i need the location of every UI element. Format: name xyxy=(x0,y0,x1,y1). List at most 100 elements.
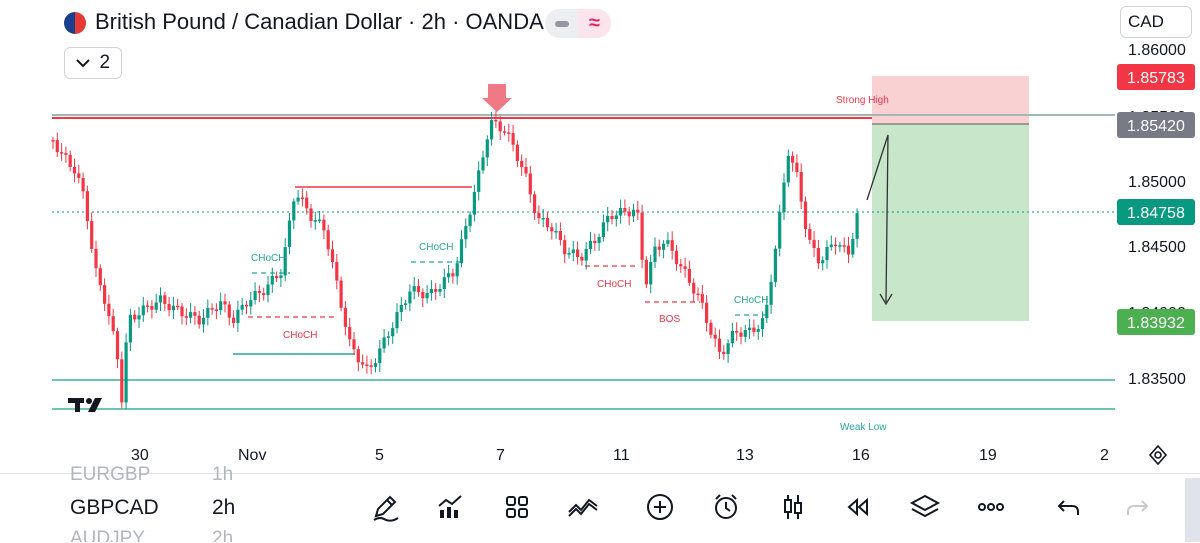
candle-body xyxy=(115,331,120,360)
market-status-pill[interactable]: ≈ xyxy=(545,9,611,38)
candle-body xyxy=(240,304,244,310)
pencil-icon[interactable] xyxy=(369,491,401,523)
candle-body xyxy=(812,239,816,248)
take-profit-zone[interactable] xyxy=(872,124,1029,321)
watchlist-timeframe: 2h xyxy=(212,528,234,542)
candle-body xyxy=(219,301,223,311)
candles-icon[interactable] xyxy=(777,491,809,523)
candle-body xyxy=(124,342,128,403)
watchlist-symbol-active[interactable]: GBPCAD xyxy=(70,496,159,519)
candle-body xyxy=(498,121,502,132)
watchlist-symbol[interactable]: EURGBP xyxy=(70,464,151,484)
candle-body xyxy=(447,273,451,278)
choch-label: CHoCH xyxy=(251,253,285,264)
candle-body xyxy=(378,348,382,364)
candle-body xyxy=(90,221,94,249)
candle-body xyxy=(451,273,455,277)
replay-icon[interactable] xyxy=(842,491,874,523)
redo-icon[interactable] xyxy=(1121,491,1153,523)
candle-body xyxy=(756,329,760,332)
candle-body xyxy=(670,240,674,251)
candle-body xyxy=(649,261,653,285)
candle-body xyxy=(631,209,636,217)
candle-body xyxy=(541,218,545,220)
candle-body xyxy=(627,211,631,217)
candle-body xyxy=(64,153,68,155)
candle-body xyxy=(94,248,98,269)
price-tick: 1.86000 xyxy=(1128,42,1186,59)
candle-body xyxy=(644,259,648,285)
candle-body xyxy=(300,197,304,200)
candle-body xyxy=(743,330,747,337)
price-tick: 1.85000 xyxy=(1128,174,1186,191)
time-tick: 11 xyxy=(613,447,630,464)
candle-body xyxy=(502,131,507,133)
candle-body xyxy=(662,243,666,250)
candle-body xyxy=(236,309,240,323)
candle-body xyxy=(322,219,326,231)
tradingview-logo-icon xyxy=(68,398,102,412)
candle-body xyxy=(846,245,851,255)
time-tick: 7 xyxy=(496,447,505,464)
candle-body xyxy=(799,172,803,202)
projection-path xyxy=(866,134,889,303)
candle-body xyxy=(490,119,494,140)
layers-icon[interactable] xyxy=(909,491,941,523)
candle-body xyxy=(838,245,842,247)
stop-loss-zone[interactable] xyxy=(872,76,1029,124)
watchlist-symbol[interactable]: AUDJPY xyxy=(70,528,145,542)
candle-body xyxy=(550,227,554,232)
candle-body xyxy=(210,307,214,310)
candle-body xyxy=(614,215,618,220)
candle-body xyxy=(765,304,769,319)
watchlist-timeframe: 1h xyxy=(212,464,234,484)
last-price-label: 1.84758 xyxy=(1127,205,1185,222)
candle-body xyxy=(369,365,373,367)
strong-high-label: Strong High xyxy=(836,95,889,106)
candle-body xyxy=(558,231,562,241)
candle-body xyxy=(408,291,412,304)
candle-body xyxy=(834,244,838,247)
candle-body xyxy=(640,212,644,260)
candle-body xyxy=(657,246,661,250)
templates-icon[interactable] xyxy=(501,491,533,523)
candle-body xyxy=(855,213,859,239)
candle-body xyxy=(571,249,575,254)
scrollbar[interactable] xyxy=(1185,478,1200,542)
candle-body xyxy=(455,263,459,277)
candle-body xyxy=(679,264,683,267)
chart-settings-icon[interactable] xyxy=(1148,444,1168,466)
candle-body xyxy=(98,268,102,286)
indicators-dropdown[interactable]: 2 xyxy=(64,47,122,79)
candle-body xyxy=(163,295,167,304)
candle-body xyxy=(700,293,704,303)
candle-body xyxy=(201,317,206,325)
candle-body xyxy=(851,238,855,255)
candle-body xyxy=(296,197,300,202)
candle-body xyxy=(421,292,425,299)
candle-body xyxy=(313,220,317,222)
candle-body xyxy=(232,317,236,323)
more-icon[interactable] xyxy=(975,491,1007,523)
entry-price-label: 1.85420 xyxy=(1127,118,1185,135)
add-icon[interactable] xyxy=(644,491,676,523)
candle-body xyxy=(545,218,550,228)
price-tick: 1.83500 xyxy=(1128,371,1186,388)
candle-body xyxy=(623,208,627,212)
candle-body xyxy=(262,293,266,296)
candle-body xyxy=(494,119,498,122)
indicators-icon[interactable] xyxy=(434,491,466,523)
candles xyxy=(51,111,859,410)
candle-body xyxy=(507,132,511,134)
alert-icon[interactable] xyxy=(710,491,742,523)
symbol-title[interactable]: British Pound / Canadian Dollar · 2h · O… xyxy=(95,9,544,34)
patterns-icon[interactable] xyxy=(567,491,599,523)
candle-body xyxy=(150,305,154,310)
undo-icon[interactable] xyxy=(1053,491,1085,523)
candle-body xyxy=(72,166,77,174)
time-tick: Nov xyxy=(238,447,266,464)
price-chart[interactable]: CHoCH CHoCH CHoCH CHoCH BOS CHoCH Strong… xyxy=(0,0,1200,473)
candle-body xyxy=(821,260,825,264)
candle-body xyxy=(692,282,696,294)
currency-selector[interactable]: CAD xyxy=(1120,6,1192,38)
